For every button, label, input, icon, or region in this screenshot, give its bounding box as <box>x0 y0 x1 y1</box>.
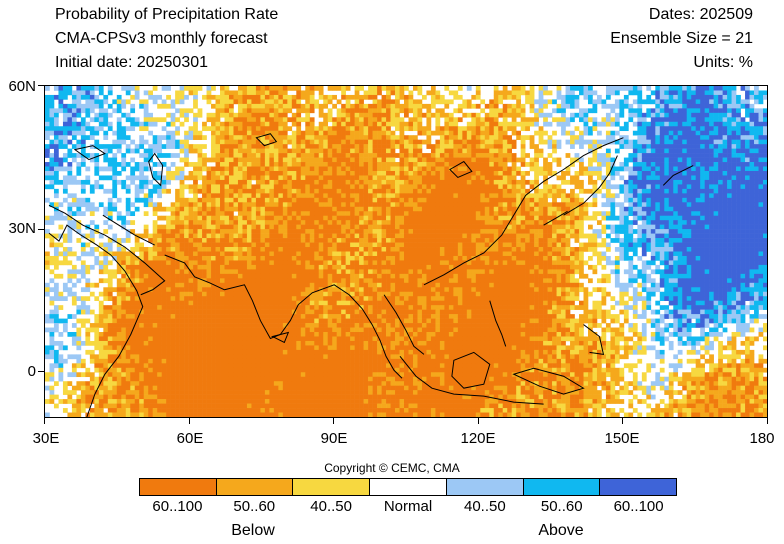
legend-label: 50..60 <box>540 498 583 515</box>
legend-label: 60..100 <box>613 498 664 515</box>
legend-label: 40..50 <box>464 498 506 515</box>
lon-tick <box>478 418 479 424</box>
model-name: CMA-CPSv3 monthly forecast <box>55 30 268 47</box>
legend-label: 50..60 <box>233 498 276 515</box>
legend-swatch-below-40-50 <box>293 479 371 495</box>
lat-label-0: 0 <box>27 363 36 380</box>
units-label: Units: % <box>693 54 753 71</box>
legend-label: 40..50 <box>310 498 352 515</box>
lon-label-60e: 60E <box>176 430 204 447</box>
legend-swatch-above-40-50 <box>446 479 524 495</box>
legend-swatch-above-60-100 <box>600 479 677 495</box>
lon-label-180: 180 <box>749 430 775 447</box>
lon-tick <box>44 418 45 424</box>
lat-tick <box>38 371 44 372</box>
lon-tick <box>622 418 623 424</box>
copyright-notice: Copyright © CEMC, CMA <box>324 461 460 475</box>
legend-labels: 60..100 50..60 40..50 Normal 40..50 50..… <box>139 498 677 515</box>
initial-date: Initial date: 20250301 <box>55 54 209 71</box>
lon-label-120e: 120E <box>460 430 496 447</box>
probability-field <box>45 86 767 417</box>
map-plot-area <box>44 85 768 418</box>
forecast-dates: Dates: 202509 <box>648 6 753 23</box>
map-title: Probability of Precipitation Rate <box>55 6 279 23</box>
lon-tick <box>189 418 190 424</box>
lat-label-60n: 60N <box>8 78 36 95</box>
ensemble-size: Ensemble Size = 21 <box>610 30 753 47</box>
legend-swatch-above-50-60 <box>523 479 601 495</box>
lat-tick <box>38 229 44 230</box>
legend-label: Normal <box>383 498 433 515</box>
legend-above-label: Above <box>538 522 584 539</box>
lon-tick <box>767 418 768 424</box>
legend-swatch-normal <box>370 479 447 495</box>
legend-label: 60..100 <box>152 498 203 515</box>
lon-label-90e: 90E <box>320 430 348 447</box>
coastlines <box>48 133 694 417</box>
lat-label-30n: 30N <box>8 220 36 237</box>
legend-swatch-below-50-60 <box>216 479 294 495</box>
legend-swatch-below-60-100 <box>140 479 217 495</box>
lon-label-150e: 150E <box>604 430 640 447</box>
lat-tick <box>38 85 44 86</box>
lon-label-30e: 30E <box>32 430 60 447</box>
lon-tick <box>333 418 334 424</box>
legend-below-label: Below <box>231 522 275 539</box>
legend-colorbar <box>139 478 677 496</box>
